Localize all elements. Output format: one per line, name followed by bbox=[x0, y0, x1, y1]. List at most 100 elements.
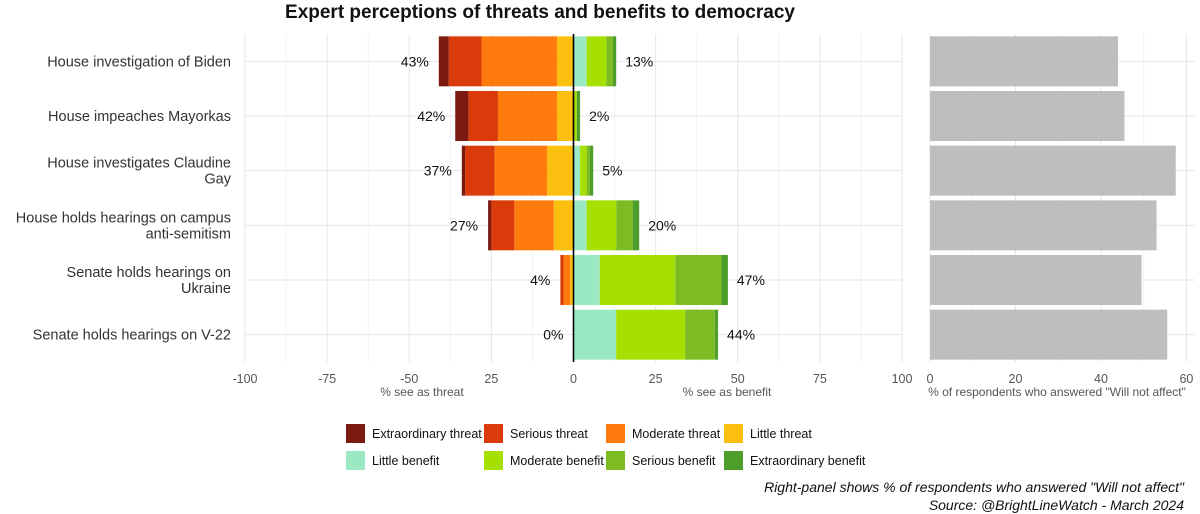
footnote-caption: Right-panel shows % of respondents who a… bbox=[764, 479, 1185, 495]
bar-segment bbox=[586, 200, 617, 251]
bar-segment bbox=[570, 255, 574, 305]
bar-segment bbox=[606, 36, 613, 87]
x-tick-label: 75 bbox=[813, 372, 827, 386]
side-bars bbox=[930, 36, 1176, 360]
legend-swatch bbox=[606, 451, 625, 470]
bar-segment bbox=[455, 91, 469, 141]
benefit-total-label: 44% bbox=[727, 327, 755, 343]
x-tick-label: -50 bbox=[400, 372, 418, 386]
category-label: House investigation of Biden bbox=[47, 54, 231, 70]
legend-swatch bbox=[724, 424, 743, 443]
benefit-total-label: 20% bbox=[648, 217, 676, 233]
category-label-line: anti-semitism bbox=[146, 226, 231, 242]
category-label: Senate holds hearings on V-22 bbox=[33, 328, 231, 344]
bar-segment bbox=[438, 36, 449, 87]
side-bar bbox=[930, 309, 1168, 360]
bar-segment bbox=[573, 91, 577, 141]
threat-total-label: 27% bbox=[450, 217, 478, 233]
side-x-tick-label: 40 bbox=[1094, 372, 1108, 386]
category-label: House impeaches Mayorkas bbox=[48, 109, 231, 125]
bar-segment bbox=[560, 255, 564, 305]
legend-label: Extraordinary threat bbox=[372, 427, 482, 441]
legend-swatch bbox=[484, 424, 503, 443]
x-tick-label: 50 bbox=[731, 372, 745, 386]
threat-total-label: 0% bbox=[543, 327, 563, 343]
bar-segment bbox=[612, 36, 617, 87]
bar-segment bbox=[573, 309, 617, 360]
bar-segment bbox=[576, 91, 581, 141]
footnote-source: Source: @BrightLineWatch - March 2024 bbox=[929, 497, 1184, 513]
bar-segment bbox=[589, 145, 594, 196]
threat-total-label: 37% bbox=[424, 163, 452, 179]
x-tick-label: -75 bbox=[318, 372, 336, 386]
side-x-tick-label: 60 bbox=[1179, 372, 1193, 386]
bar-segment bbox=[573, 145, 581, 196]
bar-segment bbox=[557, 36, 574, 87]
x-tick-label: -100 bbox=[232, 372, 257, 386]
category-label: House investigates Claudine Gay bbox=[47, 156, 232, 188]
side-x-axis-label: % of respondents who answered "Will not … bbox=[928, 385, 1186, 399]
legend-swatch bbox=[606, 424, 625, 443]
side-bar bbox=[930, 145, 1176, 196]
category-label-line: House investigation of Biden bbox=[47, 54, 231, 70]
bar-segment bbox=[573, 36, 587, 87]
bar-segment bbox=[586, 36, 607, 87]
side-bar bbox=[930, 200, 1157, 251]
side-bar bbox=[930, 91, 1125, 141]
x-axis-label-threat: % see as threat bbox=[380, 385, 464, 399]
legend-label: Moderate benefit bbox=[510, 454, 604, 468]
side-bar bbox=[930, 36, 1119, 87]
category-label-line: Senate holds hearings on V-22 bbox=[33, 328, 231, 344]
legend-label: Serious benefit bbox=[632, 454, 716, 468]
benefit-total-label: 13% bbox=[625, 53, 653, 69]
category-label-line: House impeaches Mayorkas bbox=[48, 109, 231, 125]
legend-swatch bbox=[346, 424, 365, 443]
bar-segment bbox=[580, 145, 587, 196]
bar-segment bbox=[461, 145, 466, 196]
bar-segment bbox=[586, 145, 590, 196]
category-label-line: House investigates Claudine bbox=[47, 156, 231, 172]
bar-segment bbox=[675, 255, 722, 305]
bar-segment bbox=[563, 255, 571, 305]
bar-segment bbox=[573, 255, 600, 305]
bar-segment bbox=[494, 145, 548, 196]
legend-swatch bbox=[484, 451, 503, 470]
category-label-line: Ukraine bbox=[181, 281, 231, 297]
bar-segment bbox=[497, 91, 558, 141]
category-label-line: Senate holds hearings on bbox=[67, 265, 231, 281]
legend-label: Little threat bbox=[750, 427, 812, 441]
x-tick-label: 0 bbox=[570, 372, 577, 386]
bar-segment bbox=[491, 200, 515, 251]
bar-segment bbox=[573, 200, 587, 251]
bar-segment bbox=[714, 309, 719, 360]
category-label-line: Gay bbox=[204, 172, 231, 188]
bar-segment bbox=[488, 200, 492, 251]
x-axis-label-benefit: % see as benefit bbox=[683, 385, 772, 399]
side-x-tick-label: 20 bbox=[1009, 372, 1023, 386]
category-label: House holds hearings on campus anti-semit… bbox=[16, 210, 231, 242]
side-bar bbox=[930, 255, 1142, 305]
chart-title: Expert perceptions of threats and benefi… bbox=[285, 2, 795, 23]
bar-segment bbox=[514, 200, 554, 251]
bar-segment bbox=[481, 36, 558, 87]
legend-swatch bbox=[724, 451, 743, 470]
legend-label: Little benefit bbox=[372, 454, 440, 468]
benefit-total-label: 2% bbox=[589, 108, 609, 124]
x-tick-label: 100 bbox=[892, 372, 913, 386]
x-tick-label: 25 bbox=[484, 372, 498, 386]
legend-swatch bbox=[346, 451, 365, 470]
legend-label: Moderate threat bbox=[632, 427, 721, 441]
bar-segment bbox=[468, 91, 498, 141]
bar-segment bbox=[616, 200, 633, 251]
bar-segment bbox=[553, 200, 574, 251]
bar-segment bbox=[616, 309, 686, 360]
bars bbox=[438, 36, 728, 360]
bar-segment bbox=[632, 200, 640, 251]
bar-segment bbox=[448, 36, 482, 87]
bar-segment bbox=[557, 91, 574, 141]
x-tick-label: 25 bbox=[649, 372, 663, 386]
benefit-total-label: 5% bbox=[602, 163, 622, 179]
benefit-total-label: 47% bbox=[737, 272, 765, 288]
